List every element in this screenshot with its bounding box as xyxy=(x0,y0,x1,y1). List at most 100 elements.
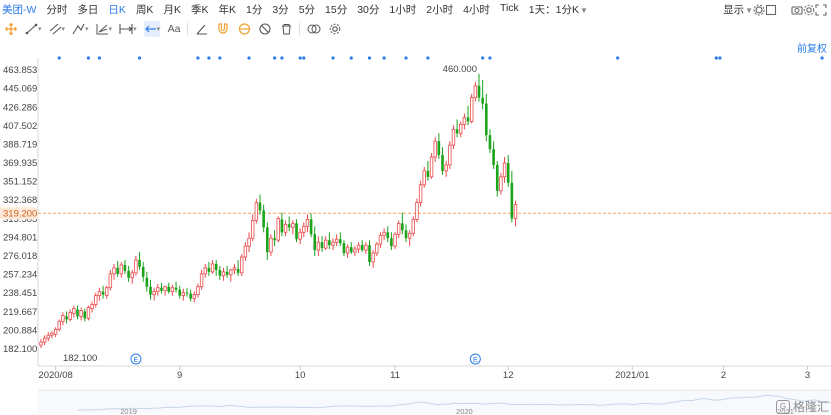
tab-timeframe[interactable]: 4小时 xyxy=(463,4,490,16)
tab-timeframe[interactable]: 15分 xyxy=(325,4,348,16)
navigator-minimap[interactable]: 2019 2020 2021 xyxy=(38,389,831,415)
dividend-dot xyxy=(718,56,722,60)
candle-up xyxy=(364,244,368,251)
tab-timeframe[interactable]: 周K xyxy=(135,4,154,16)
channel-icon[interactable]: ▾ xyxy=(49,21,65,37)
candle-down xyxy=(149,286,152,295)
gann-icon[interactable]: ▾ xyxy=(96,21,112,37)
toolbar-divider xyxy=(187,23,189,35)
trash-icon[interactable] xyxy=(279,21,293,37)
current-price-tag xyxy=(0,207,37,220)
candle-up xyxy=(499,176,503,192)
candle-down xyxy=(309,219,313,235)
candle-down xyxy=(455,129,459,134)
candle-up xyxy=(407,232,412,239)
candle-down xyxy=(328,240,331,246)
tab-timeframe[interactable]: 年K xyxy=(218,4,236,16)
high-price-label: 460.000 xyxy=(443,64,477,75)
candle-up xyxy=(356,244,361,250)
candle-up xyxy=(247,237,251,247)
candle-up xyxy=(396,222,401,235)
candle-up xyxy=(112,267,116,275)
y-tick-label: 219.667 xyxy=(3,307,37,318)
chevron-down-icon: ▼ xyxy=(579,6,588,15)
y-tick-label: 257.234 xyxy=(3,270,37,281)
candle-up xyxy=(97,291,102,297)
y-tick-label: 407.502 xyxy=(3,121,37,132)
candle-down xyxy=(492,149,495,165)
candle-down xyxy=(495,164,499,191)
candle-down xyxy=(386,232,390,239)
watermark: G 格隆汇 xyxy=(775,398,829,415)
settings-icon[interactable] xyxy=(803,4,815,16)
candle-up xyxy=(79,310,83,317)
maximize-icon[interactable] xyxy=(815,3,827,16)
candle-up xyxy=(210,263,215,273)
tab-timeframe[interactable]: 2小时 xyxy=(426,4,454,16)
fullscreen-icon[interactable] xyxy=(765,4,777,16)
candle-down xyxy=(138,259,141,267)
dividend-dot xyxy=(331,56,335,60)
tab-timeframe[interactable]: 1小时 xyxy=(389,4,417,16)
candle-up xyxy=(68,312,72,320)
tab-timeframe[interactable]: 5分 xyxy=(298,4,316,16)
move-icon[interactable] xyxy=(4,21,18,37)
dividend-dot xyxy=(247,56,251,60)
candle-down xyxy=(123,264,127,271)
dividend-dot xyxy=(488,56,492,60)
candle-up xyxy=(353,248,357,253)
tab-timeframe[interactable]: Tick xyxy=(499,2,519,14)
angle-icon[interactable] xyxy=(195,21,209,37)
candle-up xyxy=(61,315,65,322)
price-adjust-select[interactable]: 前复权 xyxy=(797,44,827,55)
candle-up xyxy=(269,237,273,253)
compare-icon[interactable] xyxy=(307,21,321,37)
drawing-toolbar: ▾ ▾ ▾ ▾ ▾ ▾ Aa xyxy=(0,20,831,38)
candle-up xyxy=(371,252,375,263)
candlestick-chart[interactable]: 182.100 200.884 219.667 238.451 257.234 276.0… xyxy=(0,50,831,415)
tab-timeframe[interactable]: 分时 xyxy=(46,4,68,16)
tab-timeframe[interactable]: 月K xyxy=(163,4,181,16)
tab-timeframe[interactable]: 日K xyxy=(108,4,126,16)
candle-up xyxy=(72,308,76,314)
tab-timeframe[interactable]: 30分 xyxy=(357,4,380,16)
x-tick-label: 10 xyxy=(295,370,306,381)
toolbar-divider xyxy=(299,23,301,35)
dividend-dot xyxy=(426,56,430,60)
candle-up xyxy=(462,117,467,125)
candle-up xyxy=(473,85,478,99)
candle-up xyxy=(382,231,386,236)
tab-timeframe[interactable]: 3分 xyxy=(272,4,289,16)
tab-timeframe[interactable]: 多日 xyxy=(77,4,99,16)
candle-down xyxy=(437,141,441,156)
candle-down xyxy=(295,223,298,240)
candle-up xyxy=(42,337,47,343)
range-icon[interactable]: ▾ xyxy=(119,21,137,37)
arrow-back-icon[interactable]: ▾ xyxy=(143,21,161,37)
timeframe-tabs: 分时 多日 日K 周K 月K 季K 年K 1分 3分 5分 15分 30分 1小时 2小时 4小时 Tick xyxy=(42,2,524,17)
minimap-year-label: 2019 xyxy=(120,407,137,415)
lock-icon[interactable] xyxy=(237,21,251,37)
tab-timeframe[interactable]: 季K xyxy=(190,4,209,16)
candle-up xyxy=(469,97,474,122)
interval-select[interactable]: 1天：1分K▼ xyxy=(525,2,594,17)
settings-icon[interactable] xyxy=(328,21,342,37)
candle-down xyxy=(185,292,189,294)
gear-icon[interactable] xyxy=(753,4,765,16)
fib-icon[interactable]: ▾ xyxy=(72,21,89,37)
chevron-down-icon: ▼ xyxy=(745,6,753,15)
tab-timeframe[interactable]: 1分 xyxy=(246,4,263,16)
interval-select-value: 1天：1分K xyxy=(528,4,579,16)
camera-icon[interactable] xyxy=(791,4,803,16)
text-icon[interactable]: Aa xyxy=(167,23,181,35)
event-marker xyxy=(130,353,142,365)
candle-down xyxy=(368,245,371,262)
magnet-icon[interactable] xyxy=(216,21,230,37)
candle-up xyxy=(50,332,54,336)
symbol-label[interactable]: 美团-W xyxy=(2,4,37,16)
candle-down xyxy=(466,117,470,122)
display-select[interactable]: 显示▼ xyxy=(715,2,753,17)
candle-down xyxy=(360,245,364,251)
hide-icon[interactable] xyxy=(258,21,272,37)
line-icon[interactable]: ▾ xyxy=(25,21,42,37)
